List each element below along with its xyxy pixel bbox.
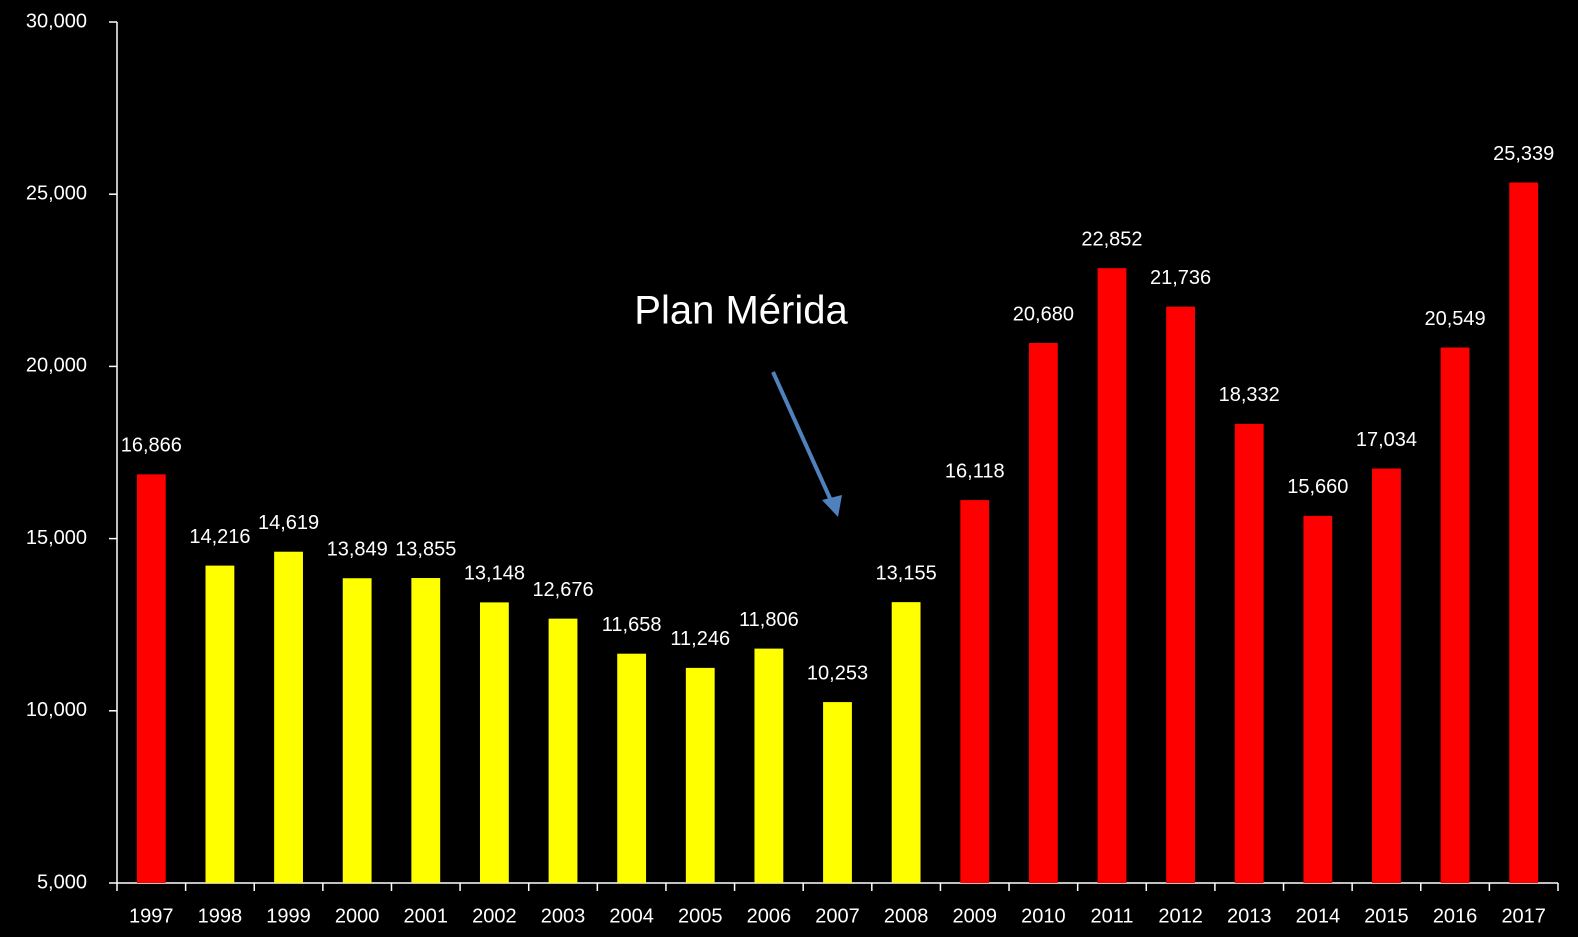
x-tick-label: 2015 bbox=[1364, 905, 1409, 927]
data-label: 20,680 bbox=[1013, 303, 1074, 325]
data-label: 11,246 bbox=[670, 628, 730, 650]
bar bbox=[1440, 347, 1470, 883]
bar bbox=[1303, 515, 1333, 883]
bar bbox=[1372, 468, 1401, 883]
y-tick-label: 15,000 bbox=[26, 527, 87, 549]
x-tick-label: 2008 bbox=[884, 905, 929, 927]
x-tick-label: 1997 bbox=[129, 905, 174, 927]
bar bbox=[960, 500, 990, 883]
bar bbox=[1097, 268, 1127, 883]
bar bbox=[1234, 423, 1264, 883]
arrow-head bbox=[822, 495, 842, 517]
data-label: 10,253 bbox=[807, 662, 868, 684]
data-label: 18,332 bbox=[1219, 384, 1280, 406]
bar bbox=[685, 667, 715, 883]
data-label: 20,549 bbox=[1424, 308, 1485, 330]
bar bbox=[1028, 342, 1058, 883]
data-label: 11,658 bbox=[602, 614, 662, 636]
x-tick-label: 2002 bbox=[472, 905, 517, 927]
x-tick-label: 2013 bbox=[1227, 905, 1272, 927]
y-tick-label: 10,000 bbox=[26, 699, 87, 721]
y-tick-label: 30,000 bbox=[26, 10, 87, 32]
bar bbox=[617, 653, 647, 883]
bar bbox=[891, 602, 921, 883]
annotation-arrow bbox=[771, 371, 835, 506]
data-label: 14,619 bbox=[258, 512, 319, 534]
x-tick-label: 2012 bbox=[1158, 905, 1203, 927]
bar bbox=[823, 702, 852, 883]
bar bbox=[479, 602, 509, 883]
x-tick-label: 1998 bbox=[198, 905, 243, 927]
bar bbox=[274, 551, 303, 883]
data-label: 13,849 bbox=[327, 539, 388, 561]
data-label: 13,148 bbox=[464, 563, 525, 585]
bar bbox=[205, 565, 235, 883]
x-tick-label: 1999 bbox=[266, 905, 311, 927]
data-label: 14,216 bbox=[189, 526, 250, 548]
x-tick-label: 2017 bbox=[1501, 905, 1546, 927]
x-tick-label: 2016 bbox=[1433, 905, 1478, 927]
annotation: Plan Mérida bbox=[634, 289, 848, 333]
x-tick-label: 2010 bbox=[1021, 905, 1066, 927]
y-tick-label: 25,000 bbox=[26, 182, 87, 204]
data-label: 16,118 bbox=[945, 460, 1005, 482]
data-label: 13,155 bbox=[876, 562, 937, 584]
bar bbox=[1509, 182, 1539, 883]
bar bbox=[548, 618, 578, 883]
data-label: 21,736 bbox=[1150, 267, 1211, 289]
x-tick-label: 2001 bbox=[404, 905, 449, 927]
bar bbox=[1166, 306, 1196, 883]
data-label: 16,866 bbox=[121, 435, 182, 457]
y-tick-label: 20,000 bbox=[26, 355, 87, 377]
x-tick-label: 2007 bbox=[815, 905, 860, 927]
data-label: 15,660 bbox=[1287, 476, 1348, 498]
data-label: 13,855 bbox=[395, 538, 456, 560]
x-tick-label: 2014 bbox=[1296, 905, 1341, 927]
data-label: 25,339 bbox=[1493, 143, 1554, 165]
y-tick-label: 5,000 bbox=[37, 871, 87, 893]
x-tick-label: 2011 bbox=[1090, 905, 1133, 927]
x-tick-label: 2006 bbox=[747, 905, 792, 927]
data-label: 11,806 bbox=[739, 609, 799, 631]
data-label: 22,852 bbox=[1081, 228, 1142, 250]
bar bbox=[754, 648, 784, 883]
x-tick-label: 2000 bbox=[335, 905, 380, 927]
x-tick-label: 2005 bbox=[678, 905, 723, 927]
data-label: 17,034 bbox=[1356, 429, 1417, 451]
x-tick-label: 2009 bbox=[952, 905, 997, 927]
x-tick-label: 2004 bbox=[609, 905, 654, 927]
bar bbox=[136, 474, 166, 883]
bar bbox=[411, 578, 441, 883]
x-tick-label: 2003 bbox=[541, 905, 586, 927]
data-label: 12,676 bbox=[532, 579, 593, 601]
bar bbox=[342, 578, 372, 883]
